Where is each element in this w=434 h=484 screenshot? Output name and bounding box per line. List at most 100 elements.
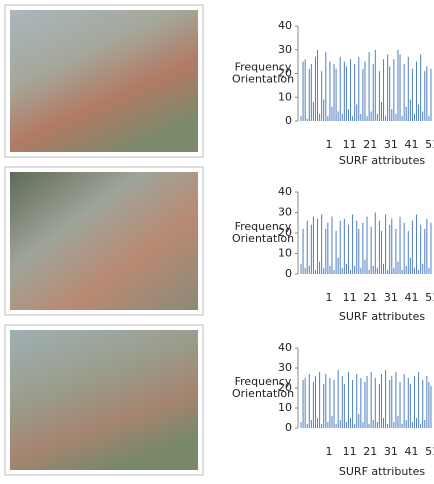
bar [348, 372, 349, 428]
bar [336, 69, 337, 121]
bar [315, 376, 316, 428]
bar [356, 374, 357, 428]
bar [373, 266, 374, 274]
bar [422, 380, 423, 428]
bar [428, 382, 429, 428]
bar [387, 270, 388, 274]
bar [360, 268, 361, 274]
bar [303, 229, 304, 274]
bar [350, 418, 351, 428]
bar [414, 114, 415, 121]
bar [305, 268, 306, 274]
bar [414, 376, 415, 428]
bar [416, 215, 417, 274]
bar [323, 100, 324, 121]
bar [367, 217, 368, 274]
bar [354, 424, 355, 428]
photo [10, 10, 198, 152]
x-tick-label: 1 [326, 445, 333, 458]
bar [317, 418, 318, 428]
bar [416, 418, 417, 428]
bar [344, 62, 345, 121]
y-axis-label: Orientation [232, 387, 294, 400]
bar [338, 370, 339, 428]
bar [301, 422, 302, 428]
bar [408, 378, 409, 428]
x-tick-label: 31 [384, 138, 398, 151]
bar [383, 418, 384, 428]
bar [358, 57, 359, 121]
bar [381, 102, 382, 121]
bar [426, 376, 427, 428]
y-tick-label: 40 [278, 341, 292, 354]
bar [375, 378, 376, 428]
bar [352, 215, 353, 274]
x-tick-label: 1 [326, 138, 333, 151]
bar [426, 219, 427, 274]
bar [319, 114, 320, 121]
y-tick-label: 10 [278, 247, 292, 260]
bar [424, 420, 425, 428]
bar [389, 66, 390, 121]
y-tick-label: 0 [285, 114, 292, 127]
bar [373, 420, 374, 428]
bar [395, 372, 396, 428]
y-tick-label: 0 [285, 421, 292, 434]
bar [325, 229, 326, 274]
bar [369, 270, 370, 274]
x-tick-label: 51 [425, 138, 434, 151]
bar [327, 223, 328, 274]
bar [381, 231, 382, 274]
bar [344, 219, 345, 274]
bar [367, 116, 368, 121]
bar [313, 382, 314, 428]
y-tick-label: 10 [278, 90, 292, 103]
bar [331, 416, 332, 428]
bar [400, 55, 401, 122]
x-tick-label: 31 [384, 445, 398, 458]
bar [410, 100, 411, 121]
x-tick-label: 11 [343, 445, 357, 458]
y-tick-label: 0 [285, 267, 292, 280]
x-tick-label: 51 [425, 291, 434, 304]
bar [400, 382, 401, 428]
bar [400, 217, 401, 274]
x-tick-label: 1 [326, 291, 333, 304]
bar [352, 380, 353, 428]
x-tick-label: 21 [363, 445, 377, 458]
bar [391, 376, 392, 428]
bar [334, 380, 335, 428]
bar [408, 231, 409, 274]
bar [377, 422, 378, 428]
bar [309, 69, 310, 121]
bar [406, 107, 407, 121]
bar [406, 420, 407, 428]
bar [303, 62, 304, 121]
bar [426, 66, 427, 121]
bar [379, 221, 380, 274]
bar [317, 219, 318, 274]
bar [385, 215, 386, 274]
bar [325, 52, 326, 121]
bar [338, 112, 339, 122]
bar [383, 264, 384, 274]
bar [393, 59, 394, 121]
x-tick-label: 31 [384, 291, 398, 304]
photo [10, 172, 198, 310]
bar [348, 225, 349, 274]
x-axis-label: SURF attributes [339, 154, 425, 167]
bar [404, 223, 405, 274]
x-axis-label: SURF attributes [339, 310, 425, 323]
bar [301, 116, 302, 121]
bar [410, 258, 411, 274]
y-axis-label: Orientation [232, 232, 294, 245]
x-tick-label: 21 [363, 291, 377, 304]
bar [416, 62, 417, 121]
bar [420, 55, 421, 122]
y-tick-label: 30 [278, 43, 292, 56]
bar [364, 260, 365, 274]
bar [369, 52, 370, 121]
bar [371, 227, 372, 274]
bar [395, 114, 396, 121]
bar [377, 114, 378, 121]
